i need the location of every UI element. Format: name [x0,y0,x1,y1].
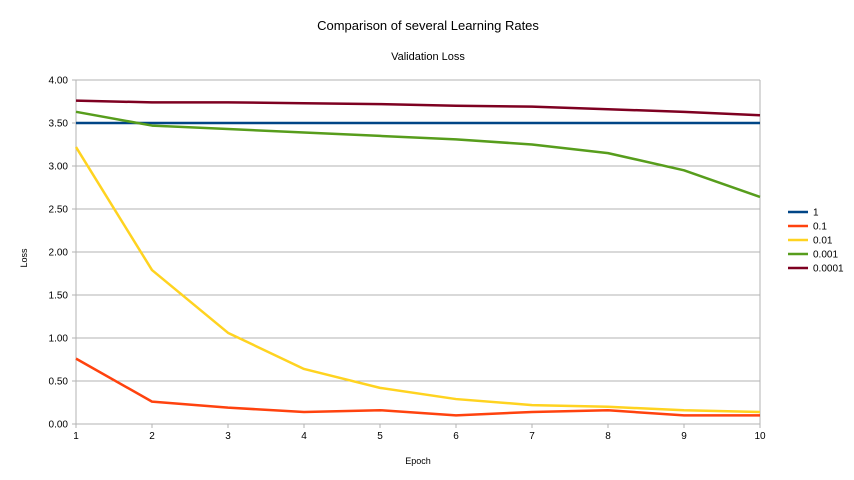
series-line-0-01 [74,146,761,414]
y-tick-label: 2.00 [49,248,69,259]
x-tick-label: 4 [301,431,307,442]
x-tick-label: 5 [377,431,383,442]
axes: 0.00 0.50 1.00 1.50 2.00 2.50 3.00 3.50 4.00 1 2 3 4… [49,76,766,443]
series-line-0-1 [75,357,760,417]
legend-label: 0.0001 [813,264,844,275]
legend-label: 0.01 [813,236,833,247]
x-tick-label: 3 [225,431,231,442]
series-line-0-001 [75,110,761,199]
y-tick-label: 3.00 [49,162,69,173]
x-axis-label: Epoch [405,456,431,466]
y-tick-label: 2.50 [49,205,69,216]
legend-label: 1 [813,208,819,219]
x-tick-label: 9 [681,431,687,442]
x-tick-label: 10 [754,431,766,442]
gridlines [76,79,760,425]
chart-title: Comparison of several Learning Rates [317,18,539,33]
y-tick-label: 4.00 [49,76,69,87]
x-tick-label: 7 [529,431,535,442]
x-tick-label: 8 [605,431,611,442]
legend-label: 0.1 [813,222,827,233]
y-tick-label: 3.50 [49,119,69,130]
series-line-0-0001 [75,99,761,117]
y-tick-label: 1.00 [49,334,69,345]
y-tick-label: 0.00 [49,420,69,431]
legend: 1 0.1 0.01 0.001 0.0001 [788,208,844,275]
x-tick-label: 6 [453,431,459,442]
series-lines [74,99,761,417]
x-tick-label: 1 [73,431,79,442]
chart-subtitle: Validation Loss [391,51,465,63]
y-tick-label: 1.50 [49,291,69,302]
y-tick-label: 0.50 [49,377,69,388]
x-tick-label: 2 [149,431,155,442]
y-axis-label: Loss [19,248,29,268]
legend-label: 0.001 [813,250,838,261]
